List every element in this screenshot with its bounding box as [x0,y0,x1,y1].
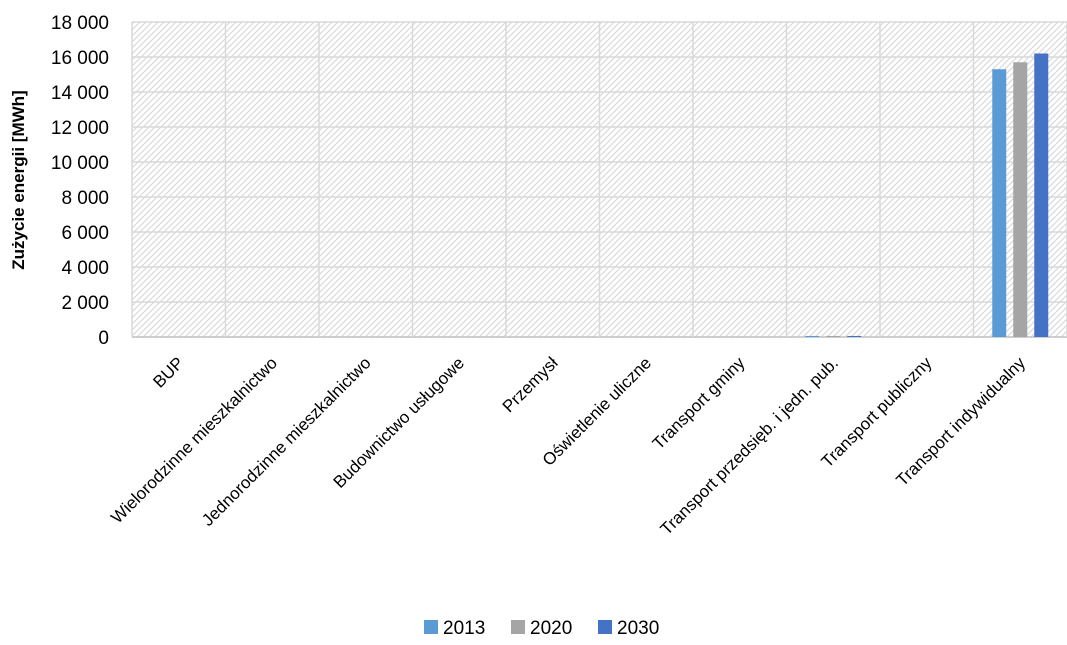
legend: 2013 2020 2030 [424,618,659,639]
y-tick-label: 16 000 [51,48,109,69]
legend-label-2013: 2013 [443,618,485,639]
y-axis-ticks: 0 2 000 4 000 6 000 8 000 10 000 12 000 14 000 1… [51,13,109,349]
y-tick-label: 0 [98,328,109,349]
x-tick-label: BUP [149,353,187,391]
y-tick-label: 4 000 [61,258,109,279]
y-tick-label: 12 000 [51,118,109,139]
bar-2013 [992,69,1007,337]
bar-2030 [1034,53,1049,337]
bar-2020 [1013,62,1028,337]
bar-2013 [805,335,820,337]
x-tick-label: Transport gminy [649,353,749,453]
legend-swatch-2030 [598,620,612,634]
y-tick-label: 6 000 [61,223,109,244]
x-tick-label: Wielorodzinne mieszkalnictwo [107,353,281,527]
legend-swatch-2013 [424,620,438,634]
x-tick-label: Przemysł [499,353,562,416]
legend-swatch-2020 [511,620,525,634]
bars-group [805,53,1049,337]
legend-label-2030: 2030 [617,618,659,639]
y-tick-label: 14 000 [51,83,109,104]
y-tick-label: 18 000 [51,13,109,34]
bar-2030 [847,335,862,337]
gridlines [131,21,1067,338]
y-axis-label: Zużycie energii [MWh] [9,90,28,269]
x-tick-label: Transport przedsięb. i jedn. pub. [657,353,842,538]
y-tick-label: 10 000 [51,153,109,174]
legend-label-2020: 2020 [530,618,572,639]
y-tick-label: 2 000 [61,293,109,314]
y-tick-label: 8 000 [61,188,109,209]
x-tick-label: Jednorodzinne mieszkalnictwo [198,353,374,529]
bar-2020 [826,335,841,337]
